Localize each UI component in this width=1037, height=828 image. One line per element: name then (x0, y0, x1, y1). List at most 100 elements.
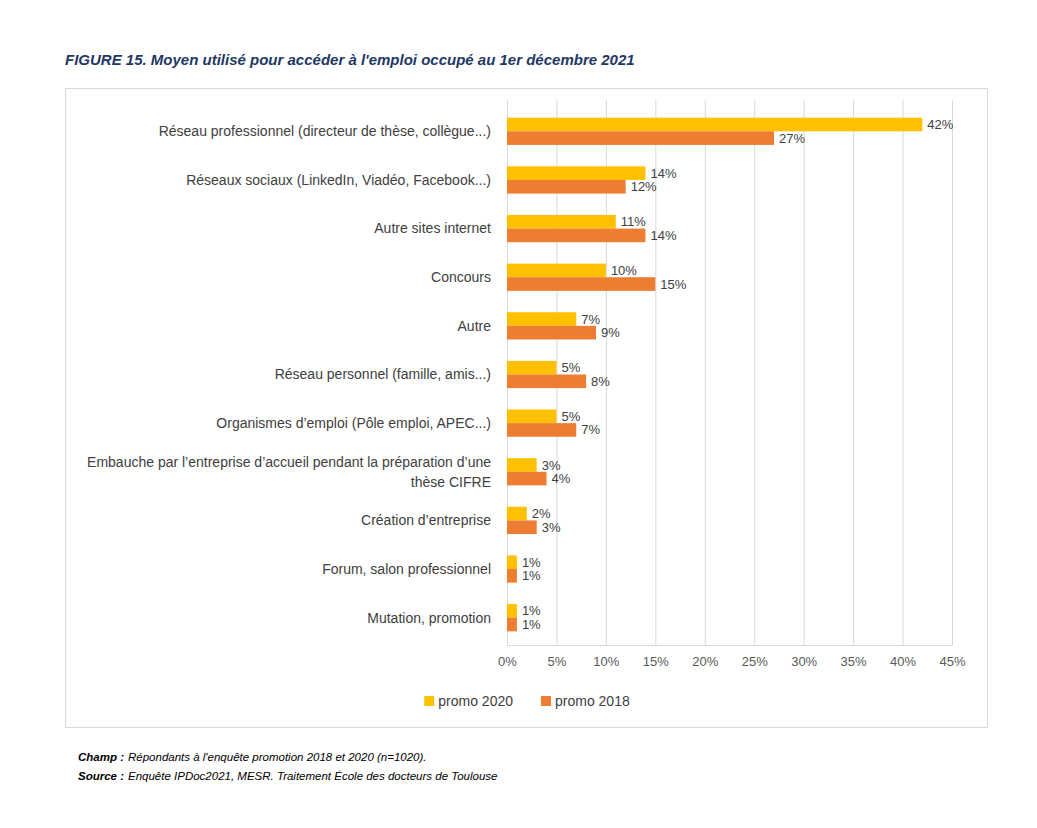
data-label: 14% (650, 228, 676, 243)
tick-label: 35% (841, 654, 867, 669)
category-label-line: Réseau professionnel (directeur de thèse… (159, 123, 491, 139)
tick: 40% (890, 100, 916, 669)
data-label: 12% (631, 179, 657, 194)
bar (507, 312, 576, 326)
note-label: Champ : (78, 751, 124, 763)
note-text: Enquête IPDoc2021, MESR. Traitement Écol… (128, 770, 498, 782)
grid-line (853, 100, 854, 645)
data-label: 5% (561, 409, 580, 424)
category-label: Forum, salon professionnel (322, 561, 491, 577)
bar (507, 277, 655, 291)
grid-line (705, 100, 706, 645)
tick-label: 5% (548, 654, 567, 669)
data-label: 9% (601, 325, 620, 340)
tick: 25% (742, 100, 768, 669)
legend-swatch (541, 696, 551, 706)
data-label: 27% (779, 131, 805, 146)
category-label-line: Autre sites internet (374, 220, 491, 236)
category-label-line: Création d’entreprise (361, 512, 491, 528)
data-label: 7% (581, 312, 600, 327)
category-label: Concours (431, 269, 491, 285)
grid-line (903, 100, 904, 645)
bar (507, 472, 547, 486)
bar (507, 410, 556, 424)
note-label: Source : (78, 770, 124, 782)
tick-label: 30% (791, 654, 817, 669)
legend-item: promo 2020 (424, 693, 513, 709)
category-label-line: thèse CIFRE (411, 474, 491, 490)
data-label: 1% (522, 617, 541, 632)
x-axis: 0% 5% 10% 15% 20% 25% 30% 35% 40% 45% (498, 100, 966, 669)
tick-label: 0% (498, 654, 517, 669)
grid-line (952, 100, 953, 645)
bar (507, 423, 576, 437)
data-label: 4% (552, 471, 571, 486)
bar (507, 229, 645, 243)
category-label: Autre sites internet (374, 220, 491, 236)
tick: 20% (692, 100, 718, 669)
category-label: Création d’entreprise (361, 512, 491, 528)
category-label-line: Embauche par l’entreprise d’accueil pend… (87, 454, 491, 470)
data-label: 10% (611, 263, 637, 278)
bar (507, 264, 606, 278)
grid-line (804, 100, 805, 645)
category-label-line: Mutation, promotion (367, 610, 491, 626)
note: Source : Enquête IPDoc2021, MESR. Traitem… (78, 770, 498, 782)
data-label: 11% (621, 214, 646, 229)
category-label: Autre (458, 318, 492, 334)
bar (507, 326, 596, 340)
category-label-line: Réseau personnel (famille, amis...) (275, 366, 491, 382)
chart: FIGURE 15. Moyen utilisé pour accéder à … (0, 0, 1037, 828)
bar (507, 507, 527, 521)
data-labels: 42%14%11%10%7%5%5%3%2%1%1%27%12%14%15%9%… (522, 117, 954, 632)
category-label: Réseaux sociaux (LinkedIn, Viadéo, Faceb… (186, 172, 491, 188)
data-label: 42% (927, 117, 953, 132)
bar (507, 131, 774, 145)
bar (507, 215, 616, 229)
data-label: 5% (561, 360, 580, 375)
data-label: 3% (542, 520, 561, 535)
bar (507, 458, 537, 472)
legend-swatch (424, 696, 434, 706)
data-label: 8% (591, 374, 610, 389)
category-label-line: Organismes d’emploi (Pôle emploi, APEC..… (216, 415, 491, 431)
category-label: Réseau professionnel (directeur de thèse… (159, 123, 491, 139)
axis-line (508, 100, 953, 646)
category-label-line: Forum, salon professionnel (322, 561, 491, 577)
bar (507, 166, 645, 180)
bar (507, 180, 626, 194)
tick: 30% (791, 100, 817, 669)
category-label: Réseau personnel (famille, amis...) (275, 366, 491, 382)
tick: 35% (841, 100, 867, 669)
tick-label: 20% (692, 654, 718, 669)
note: Champ : Répondants à l'enquête promotion … (78, 751, 427, 763)
tick-label: 15% (643, 654, 669, 669)
legend-label: promo 2018 (555, 693, 630, 709)
legend: promo 2020 promo 2018 (424, 693, 630, 709)
tick: 45% (939, 100, 965, 669)
bar (507, 520, 537, 534)
category-label-line: Concours (431, 269, 491, 285)
bar (507, 375, 586, 389)
category-label: Organismes d’emploi (Pôle emploi, APEC..… (216, 415, 491, 431)
bar (507, 569, 517, 583)
grid-line (754, 100, 755, 645)
data-label: 15% (660, 277, 686, 292)
data-label: 1% (522, 568, 541, 583)
data-label: 7% (581, 422, 600, 437)
bar (507, 618, 517, 632)
title: FIGURE 15. Moyen utilisé pour accéder à … (65, 51, 635, 68)
bar (507, 555, 517, 569)
note-text: Répondants à l'enquête promotion 2018 et… (128, 751, 427, 763)
tick-label: 45% (939, 654, 965, 669)
legend-label: promo 2020 (438, 693, 513, 709)
category-label: Mutation, promotion (367, 610, 491, 626)
tick-label: 25% (742, 654, 768, 669)
chart-frame (66, 89, 988, 728)
bars (507, 118, 922, 632)
bar (507, 604, 517, 618)
tick-label: 10% (593, 654, 619, 669)
tick-label: 40% (890, 654, 916, 669)
bar (507, 361, 556, 375)
category-label: Embauche par l’entreprise d’accueil pend… (87, 454, 491, 490)
